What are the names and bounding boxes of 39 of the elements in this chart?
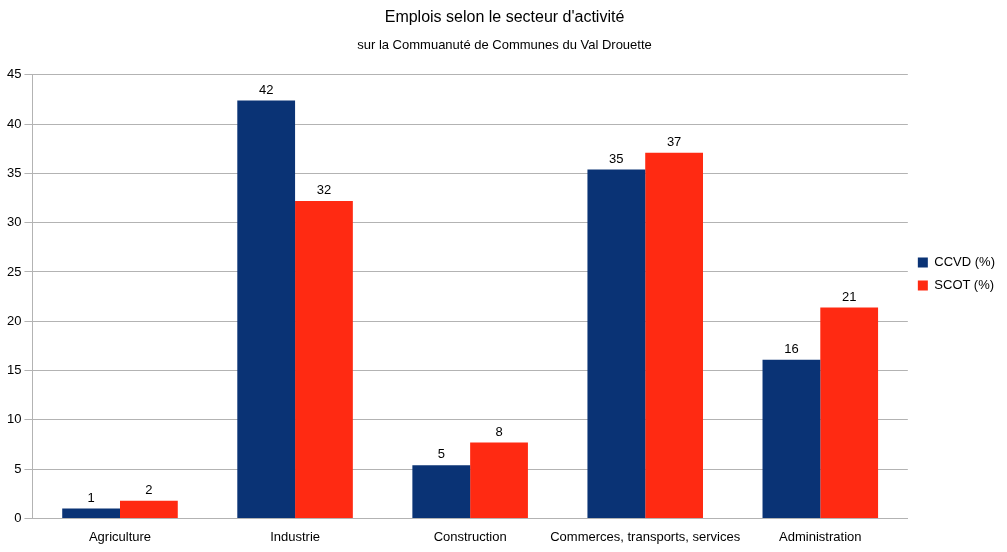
y-tick-label: 40: [6, 115, 22, 131]
bar: [820, 307, 879, 518]
x-tick-label: Agriculture: [88, 528, 152, 544]
bar: [470, 442, 528, 518]
data-label: 35: [609, 150, 624, 166]
bar: [645, 152, 703, 518]
data-label: 8: [495, 423, 503, 439]
data-label: 1: [87, 489, 95, 505]
bar: [762, 359, 821, 518]
legend-label: SCOT (%): [934, 277, 995, 293]
bar: [237, 100, 296, 518]
bar: [412, 465, 471, 518]
data-label: 5: [437, 446, 445, 462]
y-tick-label: 10: [6, 411, 22, 427]
y-tick-label: 15: [6, 362, 22, 378]
x-tick-label: Industrie: [270, 528, 321, 544]
legend-label: CCVD (%): [934, 254, 996, 270]
chart-subtitle: sur la Commuanuté de Communes du Val Drouette: [357, 36, 652, 52]
y-tick-label: 35: [6, 164, 22, 180]
y-tick-label: 25: [6, 263, 22, 279]
y-tick-label: 30: [6, 214, 22, 230]
y-tick-label: 45: [6, 66, 22, 82]
x-tick-label: Administration: [779, 528, 862, 544]
data-label: 32: [316, 182, 332, 198]
y-tick-label: 0: [14, 509, 22, 525]
data-label: 21: [841, 288, 857, 304]
data-label: 37: [666, 133, 682, 149]
data-label: 16: [784, 340, 799, 356]
data-label: 42: [258, 81, 274, 97]
chart-title: Emplois selon le secteur d'activité: [384, 8, 625, 26]
bar: [62, 508, 120, 518]
y-tick-label: 20: [6, 312, 22, 328]
data-label: 2: [145, 481, 153, 497]
x-tick-label: Commerces, transports, services: [550, 528, 741, 544]
x-tick-label: Construction: [433, 528, 507, 544]
bar: [295, 200, 353, 518]
y-tick-label: 5: [14, 460, 22, 476]
bar: [587, 169, 646, 518]
bar: [120, 500, 178, 518]
